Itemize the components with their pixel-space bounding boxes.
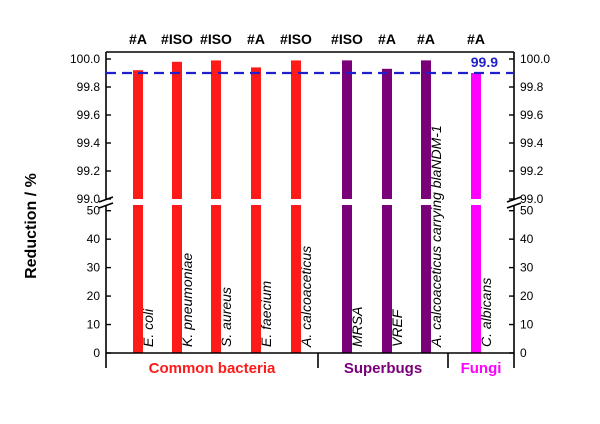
tick-label-right: 20 xyxy=(520,289,534,303)
bar-lower xyxy=(421,205,431,353)
bar-upper xyxy=(471,73,481,199)
bar-top-label: #ISO xyxy=(280,31,312,47)
tick-label-left: 10 xyxy=(87,318,101,332)
plot-frame xyxy=(98,51,522,368)
bar-top-label: #A xyxy=(467,31,485,47)
bar-upper xyxy=(211,60,221,200)
tick-label-left: 30 xyxy=(87,261,101,275)
bar-label: MRSA xyxy=(349,307,365,347)
tick-label-left: 100.0 xyxy=(70,52,100,66)
bar-upper xyxy=(421,60,431,200)
axis-break-mark xyxy=(98,196,114,203)
bar-label: A. calcoaceticus xyxy=(298,246,314,348)
y-axis-label: Reduction / % xyxy=(23,173,40,279)
bar-label: A. calcoaceticus carrying blaNDM-1 xyxy=(428,125,444,348)
bar-upper xyxy=(133,70,143,199)
bar-label: K. pneumoniae xyxy=(179,253,195,347)
bar-top-label: #ISO xyxy=(161,31,193,47)
tick-label-right: 99.2 xyxy=(520,164,544,178)
tick-label-left: 99.6 xyxy=(77,108,101,122)
tick-label-left: 99.4 xyxy=(77,136,101,150)
bar-label: S. aureus xyxy=(218,287,234,347)
bar-lower xyxy=(211,205,221,353)
tick-label-right: 40 xyxy=(520,232,534,246)
bar-label: VREF xyxy=(389,308,405,347)
bar-label: C. albicans xyxy=(478,278,494,347)
bar-lower xyxy=(251,205,261,353)
bar-upper xyxy=(251,67,261,200)
bar-top-label: #A xyxy=(417,31,435,47)
tick-label-right: 99.6 xyxy=(520,108,544,122)
reference-line-label: 99.9 xyxy=(471,54,498,70)
bar-lower xyxy=(172,205,182,353)
tick-label-left: 0 xyxy=(93,346,100,360)
tick-label-left: 50 xyxy=(87,204,101,218)
bar-lower xyxy=(291,205,301,353)
group-label: Fungi xyxy=(461,360,502,377)
group-label: Superbugs xyxy=(344,360,422,377)
tick-label-right: 10 xyxy=(520,318,534,332)
group-label: Common bacteria xyxy=(149,360,276,377)
tick-label-left: 20 xyxy=(87,289,101,303)
tick-label-right: 99.0 xyxy=(520,192,544,206)
tick-label-left: 99.2 xyxy=(77,164,101,178)
tick-label-left: 40 xyxy=(87,232,101,246)
bar-upper xyxy=(382,68,392,199)
lower-panel-ticks: 0 0 10 10 20 20 30 30 40 40 50 50 xyxy=(87,204,534,360)
tick-label-right: 50 xyxy=(520,204,534,218)
bar-top-label: #A xyxy=(247,31,265,47)
bar-top-label: #A xyxy=(129,31,147,47)
bar-lower xyxy=(133,205,143,353)
bar-label: E. faecium xyxy=(258,281,274,347)
bar-top-label: #ISO xyxy=(200,31,232,47)
tick-label-right: 99.4 xyxy=(520,136,544,150)
upper-panel-ticks: 99.0 99.0 99.2 99.2 99.4 99.4 99.6 99.6 99.8 99.8… xyxy=(70,52,550,206)
tick-label-right: 0 xyxy=(520,346,527,360)
axis-break-mark xyxy=(506,196,522,203)
tick-label-left: 99.8 xyxy=(77,80,101,94)
bar-top-label: #A xyxy=(378,31,396,47)
bar-top-labels: #A #ISO #ISO #A #ISO #ISO #A #A #A xyxy=(129,31,485,47)
tick-label-right: 99.8 xyxy=(520,80,544,94)
bar-top-label: #ISO xyxy=(331,31,363,47)
bar-upper xyxy=(291,60,301,200)
axis-break-mark xyxy=(98,202,114,209)
bar-upper xyxy=(172,61,182,199)
bars xyxy=(133,60,481,353)
bar-lower xyxy=(342,205,352,353)
group-labels: Common bacteria Superbugs Fungi xyxy=(149,360,502,377)
bar-lower xyxy=(471,205,481,353)
tick-label-left: 99.0 xyxy=(77,192,101,206)
bar-upper xyxy=(342,60,352,200)
bar-labels: E. coli K. pneumoniae S. aureus E. faecium A… xyxy=(140,125,494,348)
reference-line-group: 99.9 xyxy=(106,54,514,75)
tick-label-right: 30 xyxy=(520,261,534,275)
axis-break-mark xyxy=(506,202,522,209)
bar-label: E. coli xyxy=(140,308,156,347)
tick-label-right: 100.0 xyxy=(520,52,550,66)
bar-lower xyxy=(382,205,392,353)
